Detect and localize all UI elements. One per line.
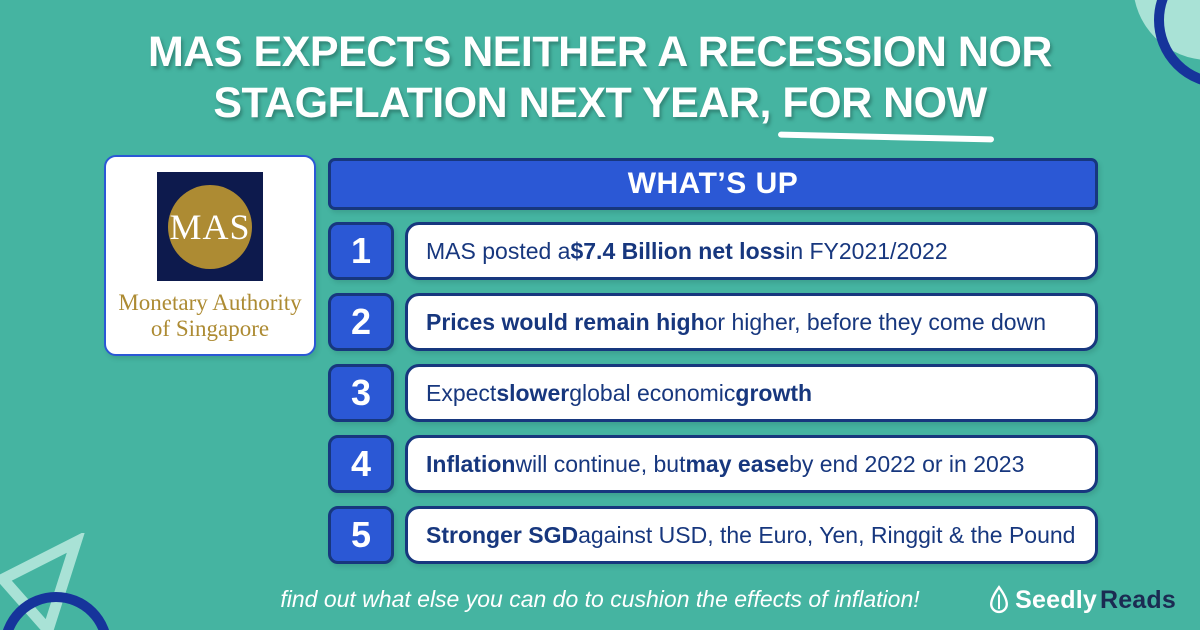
- list-item-number: 5: [328, 506, 394, 564]
- list-item: 2 Prices would remain high or higher, be…: [328, 293, 1098, 351]
- seedly-leaf-icon: [988, 585, 1010, 615]
- mas-logo-acronym: MAS: [169, 206, 251, 247]
- list-item: 4 Inflation will continue, but may ease …: [328, 435, 1098, 493]
- list-item-text: MAS posted a $7.4 Billion net loss in FY…: [405, 222, 1098, 280]
- headline-underlined-phrase: FOR NOW: [782, 79, 987, 127]
- headline: MAS EXPECTS NEITHER A RECESSION NOR STAG…: [0, 27, 1200, 129]
- list-item-text: Stronger SGD against USD, the Euro, Yen,…: [405, 506, 1098, 564]
- headline-line1: MAS EXPECTS NEITHER A RECESSION NOR: [148, 28, 1052, 76]
- list-item-number: 1: [328, 222, 394, 280]
- list-item-text: Prices would remain high or higher, befo…: [405, 293, 1098, 351]
- footer-caption: find out what else you can do to cushion…: [280, 586, 920, 612]
- list-header-label: WHAT’S UP: [627, 167, 799, 200]
- mas-logo-circle: MAS: [168, 184, 252, 269]
- list-item-text: Inflation will continue, but may ease by…: [405, 435, 1098, 493]
- mas-org-name-line1: Monetary Authority: [118, 290, 302, 315]
- list-rows: 1 MAS posted a $7.4 Billion net loss in …: [328, 222, 1098, 564]
- list-item-number: 2: [328, 293, 394, 351]
- list-item: 1 MAS posted a $7.4 Billion net loss in …: [328, 222, 1098, 280]
- headline-line2-prefix: STAGFLATION NEXT YEAR,: [213, 79, 783, 127]
- list-item-number: 3: [328, 364, 394, 422]
- list-item-text: Expect slower global economic growth: [405, 364, 1098, 422]
- list-header-banner: WHAT’S UP: [328, 158, 1098, 210]
- list-item: 3 Expect slower global economic growth: [328, 364, 1098, 422]
- mas-org-name: Monetary Authority of Singapore: [118, 290, 301, 342]
- mas-logo-card: MAS Monetary Authority of Singapore: [104, 155, 316, 356]
- brand-name-primary: Seedly: [1015, 585, 1097, 614]
- brand-name-secondary: Reads: [1099, 585, 1176, 614]
- headline-line2: STAGFLATION NEXT YEAR, FOR NOW: [0, 78, 1200, 129]
- list-item-number: 4: [328, 435, 394, 493]
- mas-org-name-line2: of Singapore: [150, 316, 270, 341]
- seedly-reads-logo: Seedly Reads: [988, 585, 1176, 615]
- list-item: 5 Stronger SGD against USD, the Euro, Ye…: [328, 506, 1098, 564]
- mas-logo-square: MAS: [157, 172, 263, 281]
